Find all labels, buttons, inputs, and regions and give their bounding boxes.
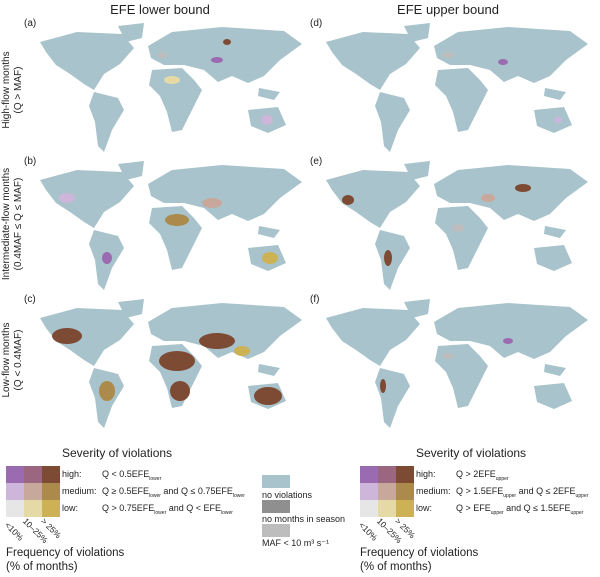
map-panel-b: (b) (22, 156, 307, 293)
label-maf-small: MAF < 10 m³ s⁻¹ (262, 538, 330, 548)
severity-high-lower: high: Q < 0.5EFElower (62, 469, 162, 482)
map-panel-f: (f) (308, 294, 593, 431)
map-panel-d: (d) (308, 18, 593, 155)
swatch-no-months (262, 500, 290, 513)
severity-low-upper: low: Q > EFEupper and Q ≤ 1.5EFEupper (416, 503, 584, 516)
violation-patches (380, 338, 513, 393)
severity-title-upper: Severity of violations (416, 446, 527, 460)
swatch-maf-small (262, 524, 290, 537)
frequency-title-upper: Frequency of violations (% of months) (360, 547, 479, 573)
severity-title-lower: Severity of violations (62, 446, 173, 460)
frequency-title-lower: Frequency of violations (% of months) (6, 547, 125, 573)
violation-patches (342, 184, 531, 266)
label-no-violations: no violations (262, 490, 313, 500)
column-title-lower: EFE lower bound (110, 2, 210, 17)
violation-patches (157, 39, 273, 125)
severity-low-lower: low: Q > 0.75EFElower and Q < EFElower (62, 503, 233, 516)
map-panel-c: (c) (22, 294, 307, 431)
color-matrix-upper (360, 466, 414, 517)
map-panel-e: (e) (308, 156, 593, 293)
severity-medium-lower: medium: Q ≥ 0.5EFElower and Q ≤ 0.75EFElo… (62, 486, 245, 499)
swatch-no-violations (262, 475, 290, 488)
map-panel-a: (a) (22, 18, 307, 155)
column-title-upper: EFE upper bound (397, 2, 499, 17)
severity-medium-upper: medium: Q > 1.5EFEupper and Q ≤ 2EFEupper (416, 486, 589, 499)
violation-patches (442, 52, 562, 123)
violation-patches (59, 193, 278, 264)
label-no-months: no months in season (262, 514, 346, 524)
severity-high-upper: high: Q > 2EFEupper (416, 469, 509, 482)
violation-patches (52, 328, 282, 405)
color-matrix-lower (6, 466, 60, 517)
